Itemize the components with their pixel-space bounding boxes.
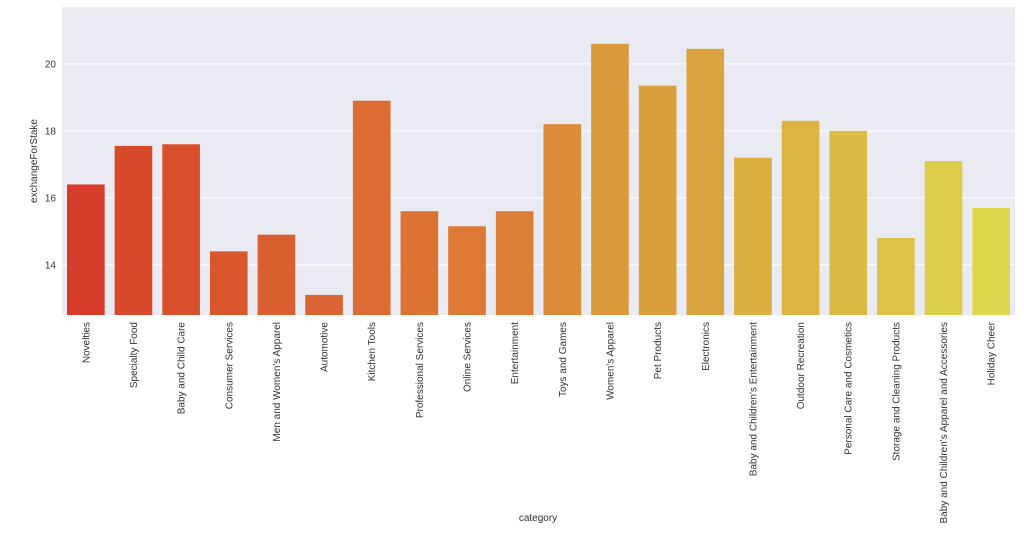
x-tick-label: Automotive bbox=[320, 322, 331, 372]
x-tick-label: Entertainment bbox=[510, 322, 521, 384]
bar bbox=[924, 161, 963, 315]
x-tick-label: Kitchen Tools bbox=[367, 322, 378, 381]
x-tick-label: Novelties bbox=[81, 322, 92, 363]
bar bbox=[591, 43, 629, 316]
x-tick-label: Toys and Games bbox=[558, 322, 569, 397]
bar bbox=[67, 184, 105, 315]
bar bbox=[877, 238, 915, 315]
x-tick-label: Pet Products bbox=[653, 322, 664, 379]
bar bbox=[543, 124, 582, 315]
bar bbox=[972, 207, 1010, 315]
bar bbox=[114, 145, 153, 315]
x-tick-label: Specialty Food bbox=[129, 322, 140, 388]
x-axis-label: category bbox=[519, 513, 557, 524]
x-tick-label: Men and Women's Apparel bbox=[272, 322, 283, 442]
x-tick-label: Electronics bbox=[701, 322, 712, 371]
y-tick-label: 18 bbox=[45, 126, 57, 137]
x-tick-label: Personal Care and Cosmetics bbox=[844, 322, 855, 455]
x-tick-labels: Novelties Specialty Food Baby and Child Ca… bbox=[81, 321, 997, 523]
bar bbox=[686, 48, 725, 315]
bar bbox=[257, 234, 296, 315]
x-tick-label: Online Services bbox=[463, 322, 474, 392]
y-tick-label: 16 bbox=[45, 193, 57, 204]
y-tick-labels: 14 16 18 20 bbox=[45, 59, 57, 271]
y-tick-label: 20 bbox=[45, 59, 57, 70]
y-axis-label: exchangeForStake bbox=[29, 119, 40, 203]
plot-background bbox=[62, 7, 1015, 315]
bar bbox=[352, 100, 391, 315]
x-tick-label: Outdoor Recreation bbox=[796, 322, 807, 409]
bar bbox=[781, 120, 820, 316]
x-tick-label: Baby and Children's Entertainment bbox=[748, 322, 759, 476]
bar bbox=[305, 294, 343, 315]
bar bbox=[209, 251, 248, 315]
bars bbox=[67, 43, 1010, 316]
x-tick-label: Consumer Services bbox=[224, 322, 235, 409]
x-tick-label: Holiday Cheer bbox=[987, 321, 998, 385]
y-tick-label: 14 bbox=[45, 260, 57, 271]
bar bbox=[734, 157, 772, 315]
x-tick-label: Baby and Child Care bbox=[177, 322, 188, 415]
bar bbox=[638, 85, 677, 315]
x-tick-label: Storage and Cleaning Products bbox=[891, 322, 902, 461]
x-tick-label: Baby and Children's Apparel and Accessor… bbox=[939, 322, 950, 523]
bar bbox=[448, 226, 486, 315]
bar bbox=[162, 144, 200, 315]
bar bbox=[829, 130, 868, 315]
bar bbox=[495, 211, 534, 315]
bar bbox=[400, 211, 439, 315]
x-tick-label: Women's Apparel bbox=[605, 322, 616, 400]
x-tick-label: Professional Services bbox=[415, 322, 426, 418]
